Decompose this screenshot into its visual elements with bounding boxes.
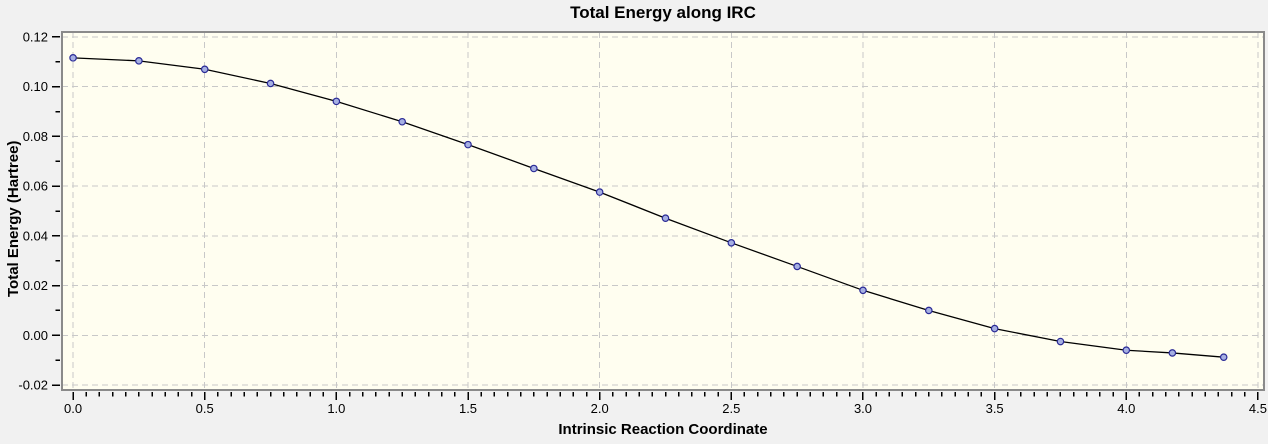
y-tick-label: 0.02 (23, 278, 48, 293)
x-axis-title: Intrinsic Reaction Coordinate (558, 421, 768, 438)
data-point-marker (266, 79, 275, 88)
y-tick-label: 0.00 (23, 328, 48, 343)
data-point-marker (69, 54, 77, 62)
x-tick-label: 1.0 (327, 401, 345, 416)
x-tick-label: 4.0 (1117, 401, 1135, 416)
data-point-marker (135, 57, 143, 65)
data-point-marker (595, 188, 604, 196)
axis-ticks (52, 36, 1259, 400)
data-point-marker (793, 262, 801, 271)
y-tick-label: 0.06 (23, 179, 48, 194)
y-tick-label: 0.04 (23, 228, 48, 243)
x-tick-label: 3.5 (986, 401, 1004, 416)
data-point-marker (332, 97, 341, 106)
data-point-marker (1056, 337, 1065, 346)
data-point-marker (1219, 353, 1228, 361)
data-point-marker (200, 65, 209, 74)
x-tick-label: 0.5 (196, 401, 214, 416)
x-tick-label: 0.0 (64, 401, 82, 416)
x-tick-label: 4.5 (1249, 401, 1267, 416)
y-tick-label: 0.10 (23, 79, 48, 94)
data-points (69, 54, 1228, 361)
data-point-marker (1122, 346, 1131, 355)
x-tick-label: 1.5 (459, 401, 477, 416)
y-tick-label: 0.12 (23, 29, 48, 44)
data-point-marker (727, 239, 736, 247)
data-point-marker (530, 164, 538, 173)
x-tick-label: 2.0 (591, 401, 609, 416)
gridlines (62, 32, 1264, 390)
data-point-marker (398, 117, 406, 126)
data-point-marker (925, 306, 933, 315)
data-point-marker (1168, 349, 1177, 357)
y-tick-label: -0.02 (18, 378, 48, 393)
plot-frame (61, 31, 1265, 391)
data-point-marker (661, 214, 670, 223)
data-point-marker (859, 286, 867, 295)
x-tick-label: 3.0 (854, 401, 872, 416)
x-tick-label: 2.5 (722, 401, 740, 416)
data-point-marker (990, 324, 999, 333)
y-tick-label: 0.08 (23, 129, 48, 144)
plot-background (62, 32, 1264, 390)
chart-title: Total Energy along IRC (570, 3, 756, 22)
data-point-marker (464, 140, 472, 149)
